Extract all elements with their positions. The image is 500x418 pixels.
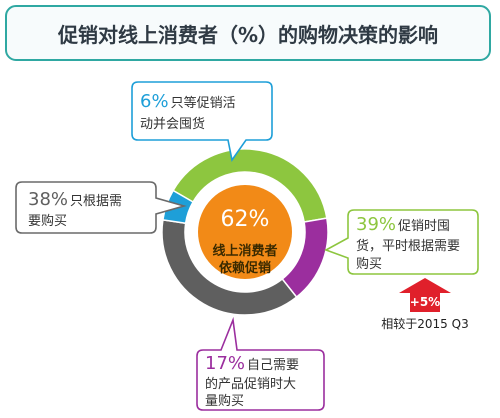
callout-green-line1: 促销时囤 — [398, 219, 450, 234]
center-label-line2: 依赖促销 — [219, 260, 271, 276]
callout-gray-bubble — [15, 181, 187, 234]
callout-blue-text-1: 6% 只等促销活 — [140, 91, 236, 112]
change-caption: 相较于2015 Q3 — [381, 316, 468, 331]
callout-purple-line2: 的产品促销时大 — [205, 376, 296, 392]
center-percent: 62% — [221, 207, 270, 232]
up-arrow-icon — [399, 278, 451, 312]
callout-green-text-1: 39% 促销时囤 — [356, 214, 450, 235]
change-indicator: +5% 相较于2015 Q3 — [381, 278, 469, 331]
callout-blue-bubble — [131, 81, 273, 162]
center-circle — [198, 185, 292, 279]
callout-gray-pct: 38% — [28, 189, 68, 210]
callout-blue-pct: 6% — [140, 91, 169, 112]
center-label-line1: 线上消费者 — [212, 243, 277, 259]
callout-gray-line1: 只根据需 — [70, 194, 122, 209]
callout-green-line3: 购买 — [356, 256, 382, 272]
page-title: 促销对线上消费者（%）的购物决策的影响 — [57, 23, 438, 47]
callout-purple-text-1: 17% 自己需要 — [205, 353, 299, 374]
callout-green-pct: 39% — [356, 214, 396, 235]
callout-green-bubble — [324, 209, 479, 275]
callout-green-line2: 货，平时根据需要 — [356, 238, 460, 254]
callout-green: 39% 促销时囤 货，平时根据需要 购买 — [324, 209, 479, 275]
callout-blue-line1: 只等促销活 — [171, 95, 236, 111]
callout-purple-pct: 17% — [205, 353, 245, 374]
callout-purple-line3: 量购买 — [205, 393, 244, 409]
callout-purple: 17% 自己需要 的产品促销时大 量购买 — [196, 316, 325, 411]
callout-purple-line1: 自己需要 — [247, 358, 299, 373]
callout-blue: 6% 只等促销活 动并会囤货 — [131, 81, 273, 162]
callout-gray-text-1: 38% 只根据需 — [28, 189, 122, 210]
title-frame — [5, 5, 491, 61]
callout-gray: 38% 只根据需 要购买 — [15, 181, 187, 234]
callout-blue-line2: 动并会囤货 — [140, 116, 205, 132]
callout-purple-bubble — [196, 316, 325, 411]
change-value: +5% — [410, 295, 440, 309]
callout-gray-line2: 要购买 — [28, 213, 67, 229]
